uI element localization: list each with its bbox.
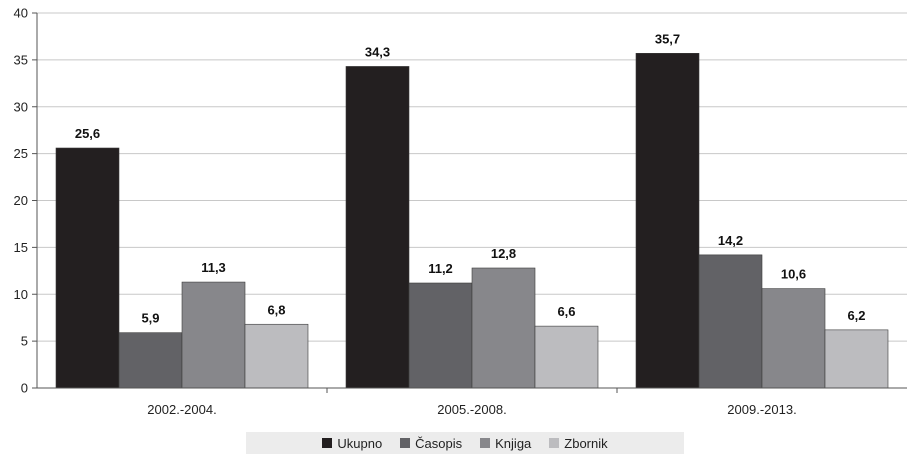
y-axis-ticks: 0 5 10 15 20 25 30 35 40 xyxy=(14,6,37,396)
data-label: 6,2 xyxy=(847,308,865,323)
legend-swatch xyxy=(480,438,491,448)
legend-label: Ukupno xyxy=(337,435,383,451)
x-tick-label: 2009.-2013. xyxy=(727,402,796,417)
bar-zbornik xyxy=(824,329,889,389)
legend-item: Knjiga xyxy=(480,436,531,451)
data-label: 5,9 xyxy=(141,311,159,326)
x-tick-label: 2002.-2004. xyxy=(147,402,216,417)
data-labels: 25,6 5,9 11,3 6,8 34,3 11,2 12,8 6,6 35,7 14,2 10,… xyxy=(75,31,866,325)
legend: Ukupno Časopis Knjiga Zbornik xyxy=(246,432,684,454)
y-tick-label: 25 xyxy=(14,146,28,161)
legend-swatch xyxy=(549,438,560,448)
legend-label: Zbornik xyxy=(564,435,608,451)
y-tick-label: 35 xyxy=(14,52,28,67)
bar-chart: 0 5 10 15 20 25 30 35 40 25,6 5,9 11,3 6,8 34,3 11,2 1… xyxy=(14,6,907,417)
data-label: 6,8 xyxy=(267,302,285,317)
bar-časopis xyxy=(698,254,763,389)
data-label: 11,2 xyxy=(428,261,453,276)
data-label: 25,6 xyxy=(75,126,100,141)
y-tick-label: 30 xyxy=(14,99,28,114)
bar-knjiga xyxy=(181,281,246,389)
bar-knjiga xyxy=(471,267,536,389)
bar-ukupno xyxy=(55,147,120,389)
bar-časopis xyxy=(118,332,183,389)
legend-item: Časopis xyxy=(400,436,462,451)
legend-item: Zbornik xyxy=(549,435,608,451)
bar-ukupno xyxy=(635,53,700,389)
y-tick-label: 20 xyxy=(14,193,28,208)
data-label: 34,3 xyxy=(365,44,390,59)
bar-knjiga xyxy=(761,288,826,389)
y-tick-label: 40 xyxy=(14,6,28,21)
data-label: 14,2 xyxy=(718,233,743,248)
legend-label: Knjiga xyxy=(495,435,532,451)
legend-item: Ukupno xyxy=(322,436,382,451)
y-tick-label: 15 xyxy=(14,240,28,255)
bar-zbornik xyxy=(534,325,599,389)
y-tick-label: 10 xyxy=(14,287,28,302)
data-label: 12,8 xyxy=(491,246,516,261)
bars xyxy=(55,53,889,389)
y-tick-label: 5 xyxy=(21,334,28,349)
bar-zbornik xyxy=(244,323,309,389)
data-label: 11,3 xyxy=(201,260,226,275)
x-tick-label: 2005.-2008. xyxy=(437,402,506,417)
legend-swatch xyxy=(400,438,411,448)
bar-ukupno xyxy=(345,66,410,389)
bar-časopis xyxy=(408,282,473,389)
data-label: 6,6 xyxy=(557,304,575,319)
data-label: 35,7 xyxy=(655,31,680,46)
y-tick-label: 0 xyxy=(21,381,28,396)
data-label: 10,6 xyxy=(781,267,806,282)
legend-label: Časopis xyxy=(415,435,463,451)
x-axis-labels: 2002.-2004. 2005.-2008. 2009.-2013. xyxy=(147,388,797,417)
legend-swatch xyxy=(322,438,333,448)
